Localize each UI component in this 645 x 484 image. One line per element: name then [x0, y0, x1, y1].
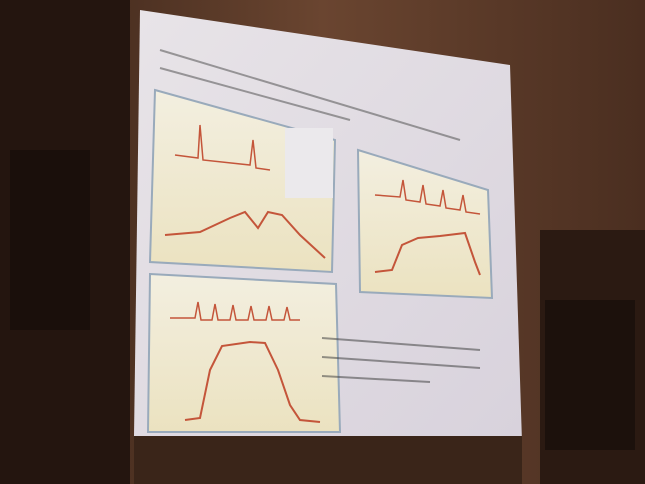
photo — [0, 0, 645, 484]
door-panel — [10, 150, 90, 330]
door-panel — [545, 300, 635, 450]
floor-shadow — [134, 436, 522, 484]
page — [0, 0, 645, 484]
panel-bottom-left — [148, 274, 340, 432]
panel-blank — [285, 128, 333, 198]
